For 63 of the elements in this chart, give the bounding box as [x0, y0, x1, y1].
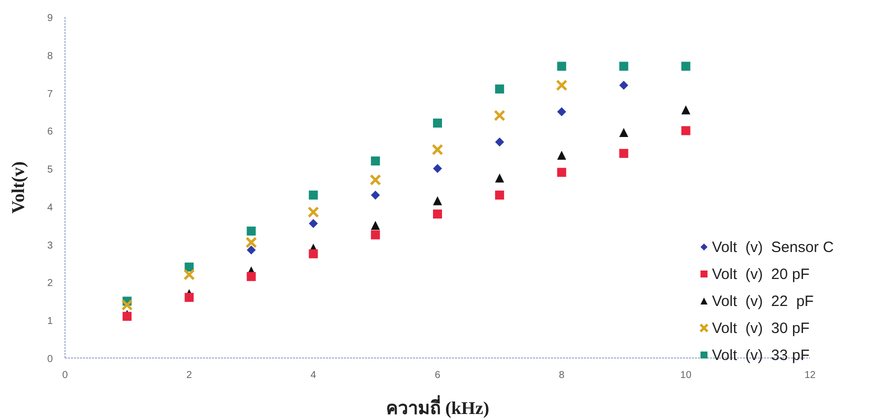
- point: [681, 126, 690, 136]
- x-tick-label: 4: [310, 370, 317, 381]
- point: [308, 190, 318, 200]
- point: [557, 168, 566, 177]
- x-tick-label: 0: [62, 370, 68, 381]
- point: [370, 174, 382, 186]
- point: [557, 62, 566, 71]
- legend-label: Volt (v) 30 pF: [712, 320, 810, 337]
- point: [246, 246, 256, 255]
- legend-label: Volt (v) Sensor C: [712, 239, 834, 256]
- point: [619, 148, 628, 158]
- point: [121, 299, 133, 311]
- y-tick-label: 9: [47, 13, 54, 24]
- x-axis-title: ความถี่ (kHz): [386, 395, 490, 418]
- point: [308, 206, 320, 218]
- point: [370, 156, 380, 166]
- point: [495, 138, 504, 147]
- point: [556, 79, 568, 91]
- y-tick-label: 5: [47, 164, 54, 176]
- y-tick-label: 3: [47, 240, 54, 252]
- point: [495, 84, 504, 94]
- y-tick-label: 8: [47, 50, 54, 62]
- point: [681, 105, 690, 114]
- point: [494, 110, 506, 122]
- y-axis-title: Volt(v): [8, 161, 28, 214]
- point: [433, 118, 442, 128]
- y-tick-label: 0: [47, 354, 54, 365]
- point: [308, 249, 318, 258]
- point: [370, 190, 380, 200]
- y-tick-label: 7: [47, 88, 54, 100]
- x-tick-label: 12: [804, 370, 816, 381]
- point: [433, 210, 442, 219]
- point: [246, 226, 256, 236]
- legend-label: Volt (v) 22 pF: [712, 293, 814, 310]
- point: [432, 144, 444, 156]
- point: [246, 236, 257, 248]
- point: [370, 220, 380, 230]
- x-tick-label: 2: [186, 370, 192, 381]
- point: [184, 262, 194, 272]
- point: [184, 292, 194, 302]
- legend-label: Volt (v) 20 pF: [712, 266, 810, 283]
- point: [681, 62, 690, 71]
- y-tick-label: 4: [47, 202, 54, 214]
- point: [557, 150, 566, 160]
- y-tick-label: 2: [47, 278, 54, 290]
- point: [308, 218, 318, 228]
- point: [619, 80, 628, 90]
- point: [433, 196, 442, 206]
- point: [183, 268, 195, 280]
- point: [619, 62, 628, 71]
- x-tick-label: 8: [558, 370, 565, 381]
- legend-label: Volt (v) 33 pF: [712, 347, 810, 364]
- point: [495, 190, 504, 200]
- x-tick-label: 6: [434, 370, 441, 381]
- point: [433, 164, 442, 174]
- point: [495, 174, 504, 183]
- point: [557, 107, 566, 116]
- point: [370, 230, 380, 240]
- point: [246, 272, 256, 282]
- y-tick-label: 1: [47, 316, 54, 328]
- point: [619, 128, 628, 138]
- y-tick-label: 6: [47, 126, 54, 138]
- x-tick-label: 10: [680, 370, 692, 381]
